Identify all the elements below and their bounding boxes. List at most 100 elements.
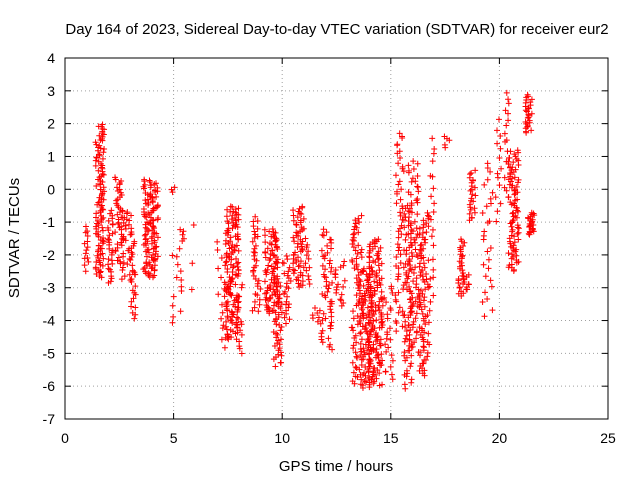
data-point xyxy=(272,363,279,370)
data-point xyxy=(250,218,257,225)
data-point xyxy=(506,181,513,188)
data-point xyxy=(397,251,404,258)
data-point xyxy=(387,336,394,343)
x-tick-label: 25 xyxy=(600,430,616,446)
data-point xyxy=(252,231,259,238)
data-point xyxy=(422,321,429,328)
data-point xyxy=(401,338,408,345)
data-point xyxy=(120,250,127,257)
data-point xyxy=(367,289,374,296)
data-point xyxy=(358,348,365,355)
data-point xyxy=(430,185,437,192)
data-point xyxy=(373,375,380,382)
data-point xyxy=(81,262,88,269)
data-point xyxy=(225,225,232,232)
data-point xyxy=(420,245,427,252)
data-point xyxy=(132,283,139,290)
data-point xyxy=(114,257,121,264)
data-point xyxy=(414,173,421,180)
data-point xyxy=(255,308,262,315)
data-point xyxy=(421,356,428,363)
data-point xyxy=(284,256,291,263)
data-point xyxy=(97,145,104,152)
data-point xyxy=(419,290,426,297)
data-point xyxy=(333,284,340,291)
data-point xyxy=(525,105,532,112)
data-point xyxy=(250,267,257,274)
data-point xyxy=(106,266,113,273)
data-point xyxy=(401,247,408,254)
data-point xyxy=(352,373,359,380)
data-point xyxy=(485,256,492,263)
data-point xyxy=(420,344,427,351)
data-point xyxy=(468,214,475,221)
x-tick-label: 10 xyxy=(274,430,290,446)
data-point xyxy=(356,317,363,324)
data-point xyxy=(396,304,403,311)
data-point xyxy=(322,315,329,322)
data-point xyxy=(100,171,107,178)
data-point xyxy=(84,238,91,245)
data-point xyxy=(348,324,355,331)
data-point xyxy=(124,261,131,268)
data-point xyxy=(290,212,297,219)
data-point xyxy=(319,262,326,269)
data-point xyxy=(485,265,492,272)
data-point xyxy=(404,202,411,209)
data-point xyxy=(510,242,517,249)
data-point xyxy=(255,277,262,284)
data-point xyxy=(468,170,475,177)
data-point xyxy=(277,327,284,334)
data-point xyxy=(150,223,157,230)
data-point xyxy=(121,273,128,280)
data-point xyxy=(267,250,274,257)
data-point xyxy=(224,206,231,213)
data-point xyxy=(403,328,410,335)
data-point xyxy=(98,203,105,210)
data-point xyxy=(497,200,504,207)
data-point xyxy=(392,172,399,179)
data-point xyxy=(127,256,134,263)
data-point xyxy=(224,331,231,338)
data-point xyxy=(505,110,512,117)
data-point xyxy=(503,89,510,96)
data-point xyxy=(358,212,365,219)
data-point xyxy=(396,130,403,137)
data-point xyxy=(364,347,371,354)
data-point xyxy=(232,281,239,288)
data-point xyxy=(286,316,293,323)
data-point xyxy=(493,218,500,225)
data-point xyxy=(495,116,502,123)
data-point xyxy=(154,184,161,191)
x-axis: 0 5 10 15 20 25 xyxy=(61,58,616,446)
data-point xyxy=(392,292,399,299)
data-point xyxy=(460,275,467,282)
data-point xyxy=(227,326,234,333)
data-point xyxy=(427,216,434,223)
data-point xyxy=(466,210,473,217)
data-point xyxy=(529,216,536,223)
data-point xyxy=(354,312,361,319)
data-point xyxy=(323,229,330,236)
data-point xyxy=(406,256,413,263)
data-point xyxy=(371,364,378,371)
data-point xyxy=(100,149,107,156)
data-point xyxy=(525,214,532,221)
data-point xyxy=(373,317,380,324)
data-point xyxy=(421,303,428,310)
data-point xyxy=(238,284,245,291)
data-point xyxy=(472,192,479,199)
data-point xyxy=(107,278,114,285)
data-point xyxy=(375,236,382,243)
data-point xyxy=(337,264,344,271)
data-point xyxy=(460,269,467,276)
data-point xyxy=(120,219,127,226)
data-point xyxy=(122,237,129,244)
x-tick-label: 20 xyxy=(492,430,508,446)
data-point xyxy=(396,244,403,251)
data-point xyxy=(264,266,271,273)
data-point xyxy=(507,178,514,185)
data-point xyxy=(229,225,236,232)
data-point xyxy=(293,229,300,236)
y-tick-label: -6 xyxy=(43,378,56,394)
